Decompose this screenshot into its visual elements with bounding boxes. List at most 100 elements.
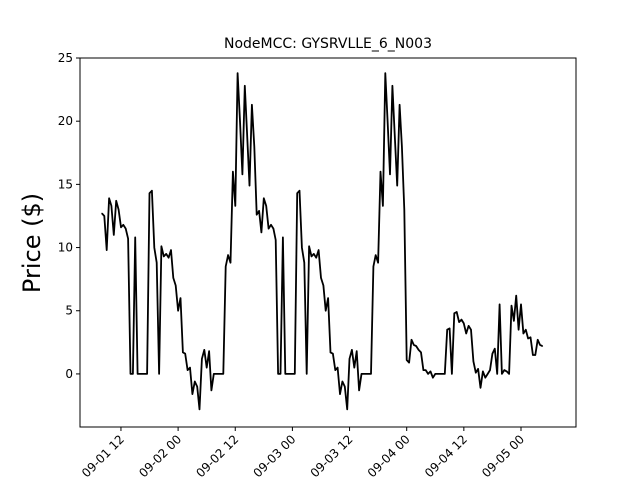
data-point (225, 265, 227, 268)
data-point (153, 247, 155, 249)
data-point (179, 297, 182, 299)
data-point (196, 386, 198, 388)
data-point (320, 277, 322, 279)
data-point (363, 373, 365, 375)
data-point (513, 320, 515, 322)
y-axis-label: Price ($) (18, 193, 46, 293)
data-point (372, 265, 374, 268)
data-point (489, 369, 491, 371)
data-point (506, 370, 508, 372)
data-point (210, 389, 212, 391)
data-point (534, 354, 536, 356)
data-point (456, 311, 458, 313)
data-point (170, 249, 172, 251)
data-point (377, 262, 379, 264)
data-point (306, 373, 308, 375)
data-point (120, 226, 122, 228)
data-point (339, 393, 341, 395)
data-point (148, 192, 151, 194)
data-point (103, 215, 105, 217)
data-point (437, 373, 439, 375)
data-point (315, 257, 317, 259)
data-point (308, 245, 310, 247)
data-point (106, 249, 108, 251)
data-point (301, 247, 303, 249)
data-point (206, 367, 208, 369)
data-point (427, 373, 429, 375)
data-point (399, 104, 401, 106)
data-point (187, 369, 189, 371)
data-point (484, 377, 486, 379)
data-point (446, 329, 448, 331)
data-point (429, 370, 432, 372)
data-point (410, 339, 413, 341)
data-point (203, 349, 205, 351)
data-point (470, 329, 472, 331)
data-point (275, 239, 277, 241)
data-point (368, 373, 370, 375)
data-point (215, 373, 217, 375)
data-point (384, 72, 386, 74)
data-point (110, 205, 112, 207)
data-point (287, 373, 289, 375)
data-point (394, 135, 396, 137)
data-point (282, 236, 284, 238)
data-point (115, 200, 117, 202)
data-point (449, 327, 451, 329)
data-point (451, 373, 453, 375)
data-point (168, 257, 170, 259)
data-point (522, 332, 525, 335)
data-point (265, 205, 267, 207)
data-point (177, 310, 179, 312)
y-tick-label: 10 (58, 241, 73, 255)
data-point (237, 72, 239, 74)
data-point (479, 387, 482, 389)
data-point (213, 373, 215, 375)
data-point (387, 120, 389, 122)
data-point (184, 353, 186, 355)
data-point (327, 297, 329, 299)
plot-area-frame (79, 57, 577, 428)
data-point (241, 173, 243, 175)
data-point (260, 231, 262, 233)
data-point (201, 358, 203, 360)
data-point (329, 351, 332, 353)
data-point (194, 380, 196, 383)
data-point (222, 373, 224, 375)
data-point (472, 360, 474, 362)
data-point (439, 373, 441, 375)
data-point (151, 190, 153, 192)
data-point (351, 349, 353, 351)
data-point (127, 238, 129, 240)
data-point (396, 185, 398, 187)
data-point (172, 277, 174, 279)
data-point (370, 373, 372, 375)
data-point (496, 373, 498, 375)
data-point (125, 228, 127, 230)
data-point (515, 295, 517, 297)
data-point (337, 367, 339, 369)
data-point (132, 373, 134, 375)
data-point (413, 344, 415, 346)
data-point (465, 332, 467, 335)
data-point (532, 354, 534, 356)
data-point (182, 351, 184, 353)
data-point (348, 358, 351, 360)
data-point (541, 345, 544, 347)
y-tick-label: 0 (65, 367, 73, 381)
data-point (310, 255, 313, 257)
data-point (503, 369, 505, 371)
data-point (463, 322, 465, 324)
data-point (358, 389, 360, 391)
data-point (160, 245, 162, 247)
data-point (415, 345, 417, 347)
data-point (101, 212, 103, 214)
data-point (277, 373, 279, 375)
data-point (477, 368, 479, 370)
data-point (499, 303, 501, 305)
data-point (403, 209, 405, 211)
data-point (420, 351, 422, 353)
data-point (529, 336, 532, 338)
data-point (458, 321, 460, 323)
data-point (444, 373, 446, 375)
